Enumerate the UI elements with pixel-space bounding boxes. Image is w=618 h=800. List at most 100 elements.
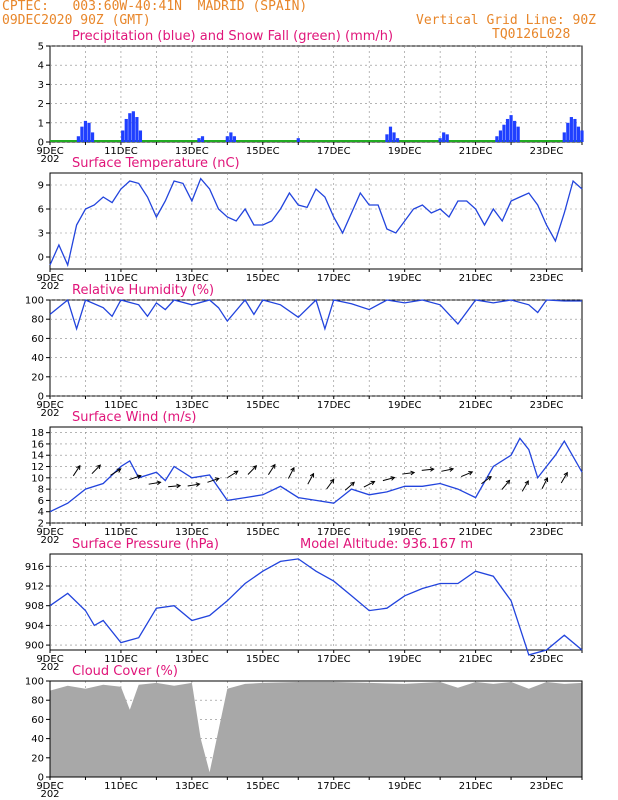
wind-ytick-label: 2 bbox=[38, 519, 44, 530]
temperature-ytick-label: 0 bbox=[38, 253, 44, 264]
wind-arrow bbox=[247, 465, 257, 475]
humidity-xtick-label: 23DEC bbox=[530, 400, 564, 411]
precip-bar bbox=[509, 115, 513, 142]
cloud-frame-overlay bbox=[49, 680, 583, 778]
wind-arrow bbox=[307, 473, 314, 485]
precip-bar bbox=[569, 117, 573, 142]
pressure-ytick-label: 912 bbox=[25, 582, 44, 593]
precip-bar bbox=[131, 111, 135, 142]
wind-arrow-head bbox=[195, 482, 201, 487]
humidity-xtick-label: 19DEC bbox=[388, 400, 422, 411]
precip-bar bbox=[229, 132, 233, 142]
humidity-xtick-label: 17DEC bbox=[317, 400, 351, 411]
pressure-ytick-label: 900 bbox=[25, 641, 44, 652]
precip-bar bbox=[296, 138, 300, 142]
humidity-xtick-label: 9DEC bbox=[36, 400, 63, 411]
wind-line bbox=[49, 437, 583, 513]
wind-ytick-label: 4 bbox=[38, 507, 44, 518]
cloud_cover-ytick-label: 100 bbox=[25, 677, 44, 688]
pressure-xtick-label: 11DEC bbox=[104, 654, 138, 665]
wind-xtick-label: 13DEC bbox=[175, 527, 209, 538]
wind-arrow-head bbox=[252, 465, 258, 470]
cloud_cover-xtick-label: 15DEC bbox=[246, 781, 280, 792]
precipitation-xtick-label: 9DEC bbox=[36, 146, 63, 157]
precip-bar bbox=[138, 130, 143, 142]
wind-arrow bbox=[541, 477, 548, 489]
precip-bar bbox=[90, 132, 95, 142]
wind-arrow-head bbox=[290, 466, 295, 472]
humidity-ytick-label: 60 bbox=[31, 334, 44, 345]
wind-arrow bbox=[72, 465, 81, 477]
wind-arrow bbox=[363, 481, 375, 488]
precipitation-xtick-label: 17DEC bbox=[317, 146, 351, 157]
wind-arrow-head bbox=[309, 472, 315, 478]
precipitation-xtick-label: 19DEC bbox=[388, 146, 422, 157]
cloud_cover-xtick-label: 23DEC bbox=[530, 781, 564, 792]
temperature-line bbox=[49, 177, 583, 268]
precip-bar bbox=[225, 136, 229, 142]
precip-bar bbox=[502, 124, 506, 142]
wind-arrow bbox=[382, 477, 395, 482]
wind-arrow bbox=[187, 483, 200, 487]
temperature-xtick-label: 13DEC bbox=[175, 273, 209, 284]
precip-bar bbox=[135, 117, 139, 142]
wind-ytick-label: 18 bbox=[31, 428, 44, 439]
pressure-frame bbox=[49, 553, 583, 651]
pressure-line bbox=[49, 558, 583, 656]
wind-arrow bbox=[344, 481, 355, 491]
pressure-title: Surface Pressure (hPa) bbox=[72, 537, 219, 552]
cloud-title: Cloud Cover (%) bbox=[72, 664, 178, 679]
wind-arrow bbox=[441, 468, 454, 472]
pressure-ytick-label: 908 bbox=[25, 601, 44, 612]
wind-arrow bbox=[207, 477, 219, 483]
humidity-ytick-label: 80 bbox=[31, 315, 44, 326]
precip-bar bbox=[83, 120, 88, 142]
humidity-xtick-label: 21DEC bbox=[459, 400, 493, 411]
wind-ytick-label: 16 bbox=[31, 439, 44, 450]
humidity-title: Relative Humidity (%) bbox=[72, 283, 215, 298]
wind-arrow-head bbox=[116, 468, 122, 473]
cloud_cover-xtick-label: 17DEC bbox=[317, 781, 351, 792]
temperature-xtick-label: 11DEC bbox=[104, 273, 138, 284]
cloud_cover-ytick-label: 80 bbox=[31, 696, 44, 707]
wind-arrow-head bbox=[96, 464, 102, 470]
temperature-ytick-label: 9 bbox=[38, 181, 44, 192]
wind-xtick-label: 23DEC bbox=[530, 527, 564, 538]
humidity-ytick-label: 20 bbox=[31, 372, 44, 383]
precip-bar bbox=[505, 118, 510, 142]
pressure-xtick-label: 21DEC bbox=[459, 654, 493, 665]
temperature-year-stub: 202 bbox=[40, 281, 59, 292]
precip-bar bbox=[392, 132, 396, 142]
temperature-xtick-label: 19DEC bbox=[388, 273, 422, 284]
precipitation-xtick-label: 13DEC bbox=[175, 146, 209, 157]
temperature-title: Surface Temperature (nC) bbox=[72, 156, 240, 171]
wind-arrow-head bbox=[410, 470, 416, 476]
pressure-xtick-label: 23DEC bbox=[530, 654, 564, 665]
precipitation-year-stub: 202 bbox=[40, 154, 59, 165]
cloud_cover-xtick-label: 9DEC bbox=[36, 781, 63, 792]
wind-arrow-head bbox=[370, 480, 376, 486]
wind-arrow-head bbox=[429, 467, 435, 472]
precipitation-xtick-label: 11DEC bbox=[104, 146, 138, 157]
pressure-ytick-label: 916 bbox=[25, 562, 44, 573]
temperature-xtick-label: 23DEC bbox=[530, 273, 564, 284]
wind-frame bbox=[49, 426, 583, 524]
precipitation-xtick-label: 23DEC bbox=[530, 146, 564, 157]
precip-bar bbox=[516, 126, 520, 142]
precipitation-ytick-label: 4 bbox=[38, 61, 44, 72]
wind-arrow bbox=[481, 476, 492, 485]
cloud_cover-ytick-label: 60 bbox=[31, 715, 44, 726]
wind-arrow-head bbox=[390, 476, 396, 481]
pressure-xtick-label: 17DEC bbox=[317, 654, 351, 665]
pressure-xtick-label: 13DEC bbox=[175, 654, 209, 665]
wind-arrow-head bbox=[214, 477, 220, 482]
wind-ytick-label: 12 bbox=[31, 462, 44, 473]
precip-bar bbox=[121, 130, 125, 142]
wind-xtick-label: 15DEC bbox=[246, 527, 280, 538]
precipitation-ytick-label: 2 bbox=[38, 99, 44, 110]
precip-bar bbox=[580, 130, 584, 142]
wind-arrow bbox=[421, 468, 434, 471]
humidity-xtick-label: 11DEC bbox=[104, 400, 138, 411]
temperature-ytick-label: 6 bbox=[38, 205, 44, 216]
wind-arrow-head bbox=[233, 470, 239, 475]
